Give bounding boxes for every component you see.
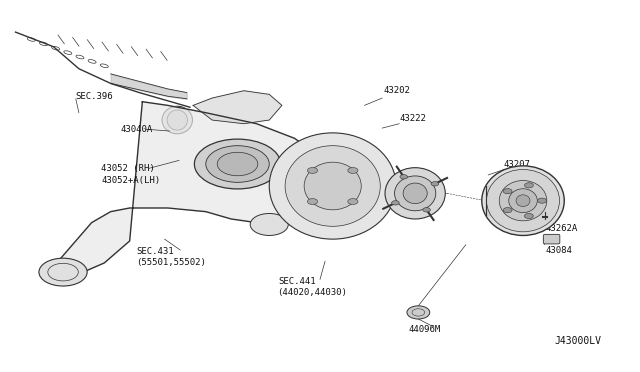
Circle shape (503, 189, 512, 194)
Circle shape (348, 199, 358, 205)
Ellipse shape (516, 195, 530, 206)
Ellipse shape (385, 168, 445, 219)
Polygon shape (54, 102, 333, 278)
Text: 43052 (RH): 43052 (RH) (101, 164, 155, 173)
Text: J43000LV: J43000LV (555, 336, 602, 346)
Circle shape (206, 146, 269, 182)
Ellipse shape (482, 166, 564, 235)
Ellipse shape (162, 106, 193, 134)
Circle shape (503, 208, 512, 213)
FancyBboxPatch shape (543, 234, 560, 244)
Ellipse shape (509, 189, 538, 212)
Polygon shape (193, 91, 282, 124)
Circle shape (400, 174, 408, 179)
Text: (44020,44030): (44020,44030) (277, 288, 347, 297)
Text: (55501,55502): (55501,55502) (136, 259, 206, 267)
Text: 43052+A(LH): 43052+A(LH) (101, 176, 160, 185)
Text: 44096M: 44096M (409, 325, 441, 334)
Ellipse shape (486, 170, 559, 232)
Text: 43207: 43207 (504, 160, 531, 169)
Circle shape (348, 167, 358, 173)
Text: SEC.441: SEC.441 (279, 277, 316, 286)
Ellipse shape (167, 110, 188, 130)
Circle shape (423, 208, 430, 212)
Polygon shape (486, 186, 526, 215)
Ellipse shape (304, 162, 361, 210)
Circle shape (524, 214, 533, 219)
Text: 43262A: 43262A (545, 224, 577, 232)
Text: 43084: 43084 (545, 246, 572, 254)
Circle shape (524, 183, 533, 188)
Circle shape (538, 198, 547, 203)
Text: 43202: 43202 (383, 86, 410, 95)
Ellipse shape (285, 146, 380, 226)
Ellipse shape (394, 176, 436, 211)
Circle shape (307, 167, 317, 173)
Text: SEC.396: SEC.396 (76, 92, 113, 101)
Ellipse shape (499, 180, 547, 221)
Circle shape (195, 139, 281, 189)
Circle shape (250, 214, 288, 235)
Text: 43040A: 43040A (120, 125, 152, 134)
Circle shape (392, 201, 399, 205)
Circle shape (39, 258, 87, 286)
Circle shape (407, 306, 429, 319)
Ellipse shape (403, 183, 428, 203)
Circle shape (307, 199, 317, 205)
Circle shape (431, 182, 439, 186)
Text: 43222: 43222 (399, 114, 426, 123)
Text: SEC.431: SEC.431 (136, 247, 173, 256)
Circle shape (217, 152, 258, 176)
Ellipse shape (269, 133, 396, 239)
